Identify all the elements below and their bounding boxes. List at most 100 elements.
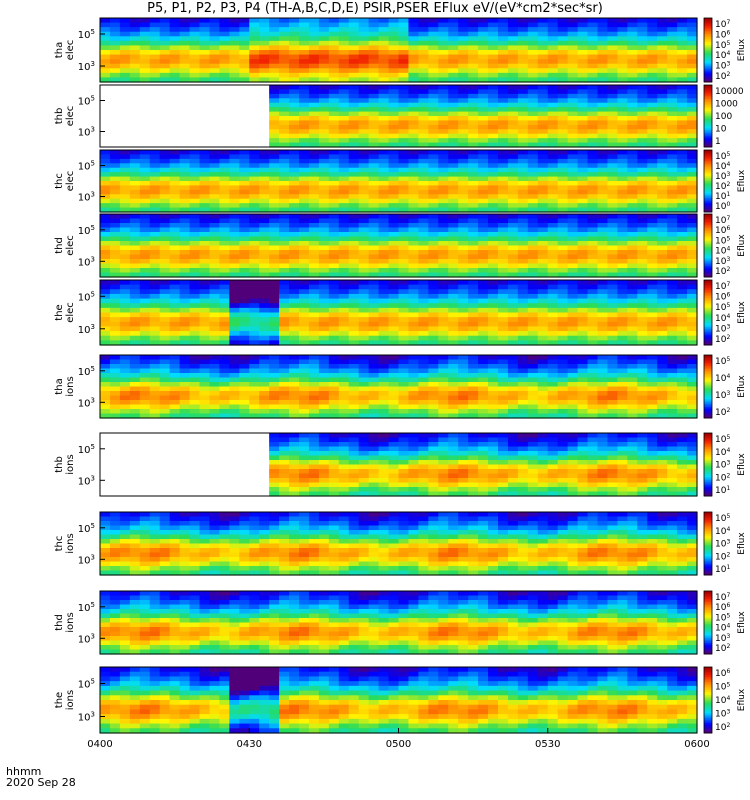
- colorbar-swatch: [704, 137, 712, 140]
- spectrogram-cell: [627, 298, 638, 304]
- spectrogram-cell: [468, 167, 479, 173]
- spectrogram-cell: [308, 150, 320, 156]
- spectrogram-cell: [667, 107, 678, 113]
- spectrogram-cell: [587, 340, 599, 346]
- spectrogram-cell: [617, 198, 628, 204]
- spectrogram-cell: [627, 293, 638, 300]
- spectrogram-cell: [328, 158, 340, 164]
- spectrogram-cell: [249, 142, 260, 148]
- spectrogram-cell: [408, 107, 419, 113]
- spectrogram-cell: [229, 241, 240, 247]
- colorbar-swatch: [704, 338, 712, 341]
- spectrogram-cell: [517, 232, 529, 238]
- spectrogram-cell: [358, 293, 370, 300]
- spectrogram-cell: [368, 22, 380, 28]
- spectrogram-cell: [109, 335, 121, 341]
- spectrogram-cell: [687, 102, 698, 108]
- spectrogram-cell: [368, 326, 380, 332]
- spectrogram-cell: [299, 254, 310, 260]
- spectrogram-cell: [139, 386, 151, 392]
- spectrogram-cell: [209, 298, 220, 304]
- spectrogram-cell: [259, 368, 270, 374]
- spectrogram-cell: [308, 232, 320, 238]
- spectrogram-cell: [388, 189, 400, 195]
- spectrogram-cell: [677, 272, 688, 278]
- spectrogram-cell: [279, 364, 290, 370]
- spectrogram-cell: [249, 176, 260, 182]
- spectrogram-cell: [209, 27, 220, 33]
- spectrogram-cell: [607, 116, 618, 122]
- spectrogram-cell: [348, 85, 360, 91]
- spectrogram-cell: [617, 254, 628, 260]
- spectrogram-cell: [388, 368, 400, 374]
- spectrogram-cell: [149, 142, 161, 148]
- spectrogram-cell: [667, 203, 678, 209]
- spectrogram-cell: [100, 68, 111, 74]
- spectrogram-cell: [229, 289, 240, 295]
- spectrogram-cell: [597, 289, 609, 295]
- spectrogram-cell: [269, 40, 280, 47]
- spectrogram-cell: [567, 207, 579, 213]
- colorbar-swatch: [704, 174, 712, 177]
- spectrogram-cell: [498, 163, 509, 169]
- spectrogram-cell: [567, 85, 579, 91]
- spectrogram-cell: [677, 111, 688, 117]
- spectrogram-cell: [139, 268, 151, 274]
- spectrogram-cell: [517, 293, 529, 300]
- spectrogram-cell: [567, 98, 579, 104]
- spectrogram-cell: [557, 203, 569, 209]
- spectrogram-cell: [408, 355, 419, 361]
- spectrogram-cell: [368, 111, 380, 117]
- spectrogram-cell: [289, 284, 300, 290]
- spectrogram-cell: [448, 368, 459, 374]
- spectrogram-cell: [109, 298, 121, 304]
- spectrogram-cell: [159, 317, 171, 323]
- spectrogram-cell: [378, 218, 390, 224]
- spectrogram-cell: [597, 176, 609, 182]
- spectrogram-cell: [448, 163, 459, 169]
- spectrogram-cell: [119, 120, 131, 126]
- spectrogram-cell: [687, 236, 698, 242]
- spectrogram-cell: [458, 77, 469, 83]
- spectrogram-cell: [527, 107, 539, 113]
- colorbar-swatch: [704, 272, 712, 275]
- spectrogram-cell: [667, 263, 678, 269]
- spectrogram-cell: [119, 154, 131, 160]
- spectrogram-cell: [677, 40, 688, 47]
- spectrogram-cell: [348, 340, 360, 346]
- spectrogram-cell: [358, 36, 370, 42]
- spectrogram-cell: [398, 368, 410, 374]
- spectrogram-cell: [507, 77, 519, 83]
- spectrogram-cell: [527, 45, 539, 51]
- spectrogram-cell: [587, 59, 599, 65]
- spectrogram-cell: [657, 85, 668, 91]
- colorbar-swatch: [704, 62, 712, 65]
- spectrogram-cell: [547, 154, 559, 160]
- spectrogram-cell: [607, 85, 618, 91]
- spectrogram-cell: [348, 326, 360, 332]
- spectrogram-cell: [517, 63, 529, 69]
- spectrogram-cell: [209, 321, 220, 328]
- spectrogram-cell: [249, 181, 260, 187]
- spectrogram-cell: [179, 289, 191, 295]
- spectrogram-cell: [229, 386, 240, 392]
- spectrogram-cell: [269, 413, 280, 419]
- spectrogram-cell: [259, 245, 270, 251]
- spectrogram-cell: [289, 27, 300, 33]
- spectrogram-cell: [159, 413, 171, 419]
- spectrogram-cell: [328, 409, 340, 415]
- spectrogram-cell: [577, 284, 589, 290]
- spectrogram-cell: [448, 391, 459, 397]
- spectrogram-cell: [189, 18, 201, 24]
- spectrogram-cell: [100, 31, 111, 37]
- spectrogram-cell: [289, 321, 300, 328]
- spectrogram-cell: [159, 138, 171, 144]
- spectrogram-cell: [308, 163, 320, 169]
- spectrogram-cell: [517, 31, 529, 37]
- spectrogram-cell: [100, 232, 111, 238]
- spectrogram-cell: [149, 223, 161, 229]
- spectrogram-cell: [199, 68, 211, 74]
- spectrogram-cell: [488, 93, 499, 99]
- spectrogram-cell: [119, 359, 131, 365]
- spectrogram-cell: [418, 40, 429, 47]
